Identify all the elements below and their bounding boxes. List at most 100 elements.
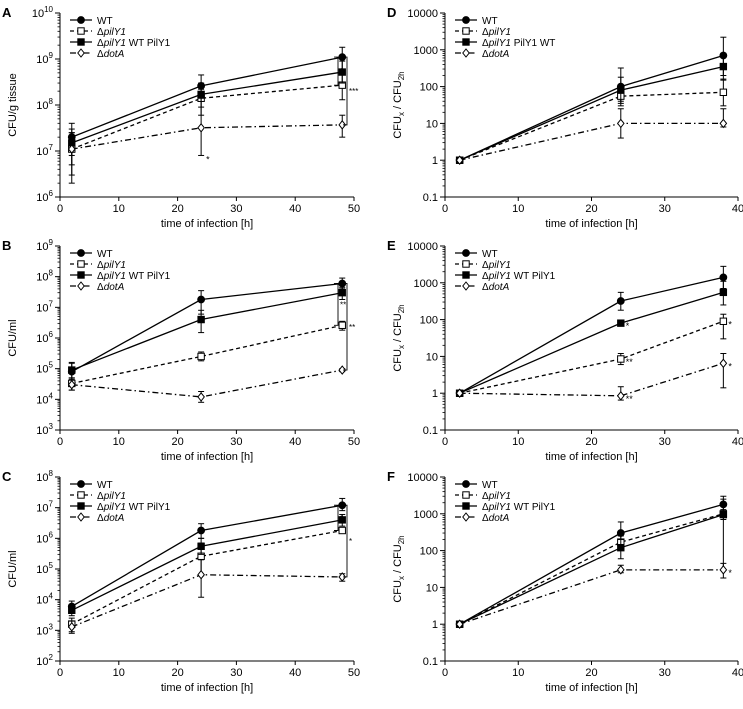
panel-label-a: A [2, 5, 12, 20]
significance-bracket [334, 505, 338, 530]
series-line [72, 370, 342, 397]
x-tick-label: 20 [171, 667, 183, 679]
legend-marker [78, 282, 84, 290]
panel-c: C0 10 20 30 40 50time of infection [h]1021031… [2, 469, 360, 694]
legend-label: ΔdotA [97, 513, 125, 524]
x-tick-label: 20 [171, 203, 183, 215]
y-tick-label: 107 [36, 143, 53, 158]
data-point [618, 392, 624, 400]
y-tick-label: 105 [36, 561, 53, 576]
legend-marker [78, 250, 85, 257]
series-dot [456, 563, 726, 628]
x-tick-label: 50 [348, 436, 360, 448]
series-line [460, 292, 724, 393]
legend-label: WT [97, 16, 113, 27]
legend-marker [78, 49, 84, 57]
legend-marker [463, 28, 469, 34]
x-tick-label: 10 [113, 436, 125, 448]
legend-marker [78, 481, 85, 488]
x-tick-label: 0 [57, 436, 63, 448]
x-axis-label: time of infection [h] [545, 218, 637, 230]
data-point [339, 527, 345, 533]
series-comp [69, 61, 346, 165]
y-tick-label: 107 [36, 500, 53, 515]
x-axis-label: time of infection [h] [545, 451, 637, 463]
legend-marker [78, 17, 85, 24]
data-point [198, 571, 204, 579]
legend-marker [463, 261, 469, 267]
x-tick-label: 30 [659, 203, 671, 215]
legend-label: ΔpilY1 [482, 27, 511, 38]
x-tick-label: 20 [585, 667, 597, 679]
data-point [198, 91, 204, 97]
bracket-label: *** [349, 87, 358, 96]
y-tick-label: 109 [36, 51, 53, 66]
y-tick-label: 100 [420, 82, 438, 94]
series-comp [456, 281, 726, 396]
y-tick-label: 103 [36, 622, 53, 637]
legend: WTΔpilY1ΔpilY1 PilY1 WTΔdotA [455, 16, 555, 60]
y-axis-label: CFUx / CFU2h [392, 71, 406, 138]
y-tick-label: 103 [36, 422, 53, 437]
significance-bracket [334, 57, 338, 85]
legend-label: ΔpilY1 PilY1 WT [482, 38, 555, 49]
x-tick-label: 20 [585, 203, 597, 215]
legend-label: WT [97, 480, 113, 491]
series-line [72, 72, 342, 143]
x-tick-label: 40 [289, 203, 301, 215]
data-point [720, 359, 726, 367]
legend: WTΔpilY1ΔpilY1 WT PilY1ΔdotA [70, 480, 171, 524]
data-point [618, 320, 624, 326]
data-point [720, 119, 726, 127]
data-point [339, 290, 345, 296]
data-point [720, 63, 726, 69]
legend-label: ΔdotA [482, 513, 510, 524]
panel-a: A0 10 20 30 40 50time of infection [h]1061071… [2, 5, 360, 230]
significance-star: * [728, 319, 732, 329]
legend-label: ΔdotA [482, 49, 510, 60]
y-axis-label: CFUx / CFU2h [392, 535, 406, 602]
y-tick-label: 1 [432, 619, 438, 631]
data-point [339, 322, 345, 328]
y-tick-label: 10000 [407, 8, 438, 20]
x-tick-label: 0 [442, 667, 448, 679]
data-point [618, 119, 624, 127]
data-point [198, 543, 204, 549]
significance-bracket [334, 283, 338, 325]
data-point [720, 89, 726, 95]
legend-label: ΔdotA [482, 282, 510, 293]
panel-label-d: D [387, 5, 396, 20]
x-tick-label: 10 [512, 667, 524, 679]
legend-label: ΔpilY1 WT PilY1 [97, 502, 171, 513]
panel-label-e: E [387, 238, 396, 253]
legend-label: WT [482, 249, 498, 260]
legend-label: ΔpilY1 WT PilY1 [482, 271, 556, 282]
x-tick-label: 30 [230, 203, 242, 215]
x-tick-label: 0 [442, 203, 448, 215]
data-point [720, 566, 726, 574]
data-point [198, 124, 204, 132]
y-tick-label: 0.1 [423, 656, 438, 668]
legend-marker [78, 503, 84, 509]
x-tick-label: 10 [512, 436, 524, 448]
x-tick-label: 20 [171, 436, 183, 448]
y-tick-label: 10 [426, 118, 438, 130]
panel-b: B 0 10 20 30 40 50 time of infection [h] 103 104 1… [2, 238, 360, 463]
significance-star: * [626, 321, 630, 331]
legend-marker [463, 492, 469, 498]
legend-label: ΔdotA [97, 49, 125, 60]
y-tick-label: 107 [36, 299, 53, 314]
data-point [618, 544, 624, 550]
x-axis-label: time of infection [h] [161, 451, 253, 463]
x-tick-label: 0 [57, 667, 63, 679]
y-tick-label: 1010 [32, 5, 54, 20]
x-tick-label: 30 [659, 436, 671, 448]
y-tick-label: 10 [426, 351, 438, 363]
x-tick-label: 0 [57, 203, 63, 215]
legend-marker [463, 250, 470, 257]
series-dot [69, 560, 346, 634]
panel-label-f: F [387, 469, 395, 484]
data-point [720, 318, 726, 324]
y-tick-label: 104 [36, 592, 53, 607]
panel-label-b: B [2, 238, 11, 253]
